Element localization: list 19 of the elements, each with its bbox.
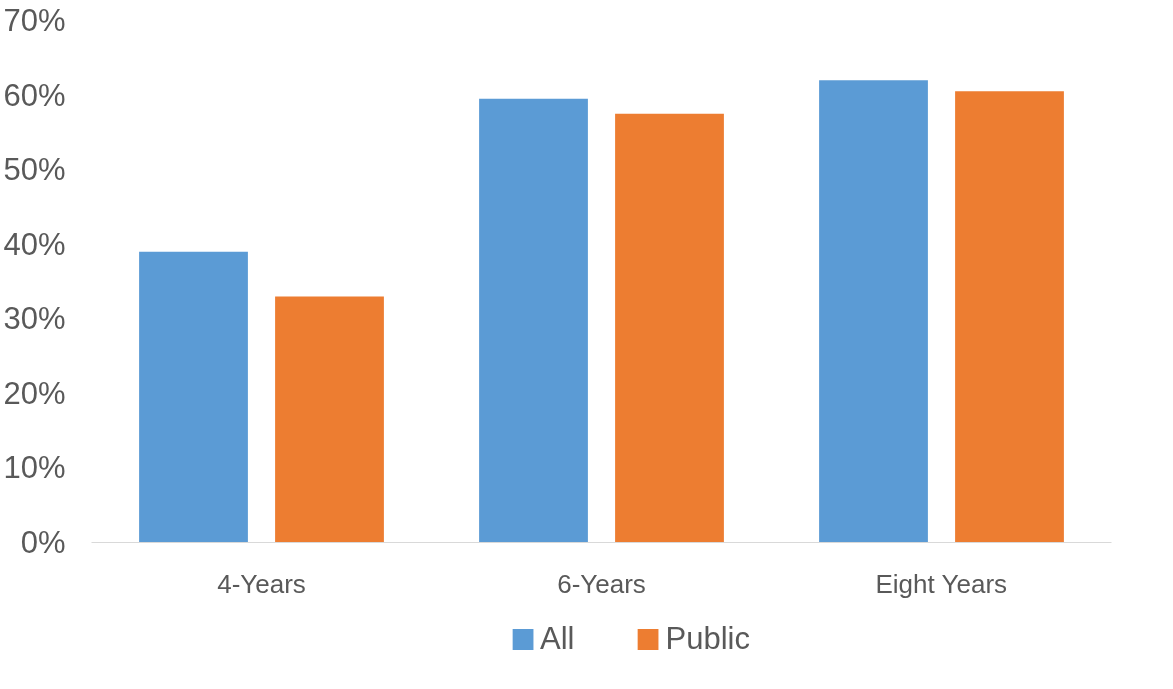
bar: [479, 98, 588, 543]
y-tick-label: 70%: [3, 3, 66, 38]
y-tick-label: 30%: [3, 301, 66, 337]
x-tick-label: Eight Years: [875, 568, 1008, 599]
bar: [955, 91, 1064, 543]
y-tick-label: 10%: [3, 450, 66, 486]
y-tick-label: 20%: [3, 375, 66, 411]
y-tick-label: 60%: [3, 77, 66, 113]
x-tick-label: 4-Years: [217, 568, 306, 599]
y-tick-label: 40%: [3, 226, 66, 262]
y-tick-label: 0%: [20, 525, 66, 560]
y-tick-label: 50%: [3, 152, 66, 188]
legend-label: All: [540, 620, 575, 657]
bar: [615, 113, 724, 543]
legend-label: Public: [665, 620, 750, 657]
bar: [819, 80, 928, 543]
x-tick-label: 6-Years: [557, 568, 646, 599]
bar: [139, 251, 248, 543]
bar: [275, 296, 384, 543]
